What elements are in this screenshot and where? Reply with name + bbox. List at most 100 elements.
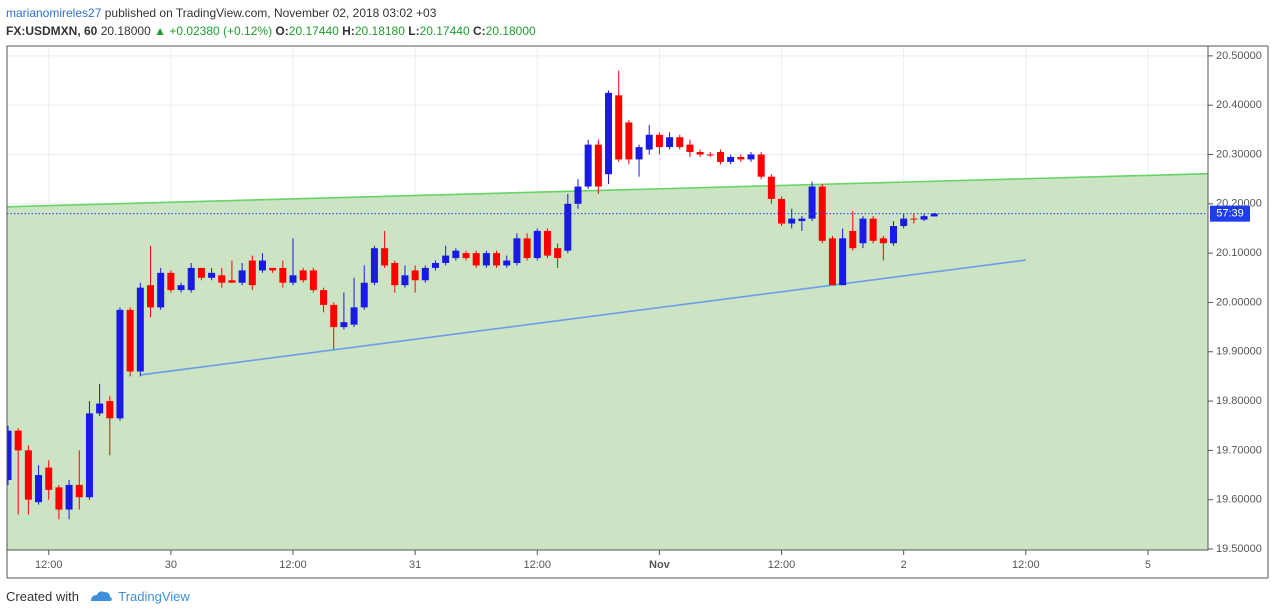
x-tick-label: 12:00 (35, 559, 63, 571)
candle-body (910, 218, 918, 220)
user[interactable]: marianomireles27 (6, 6, 102, 20)
candle-body (299, 270, 307, 281)
candle-body (920, 216, 928, 220)
candle-body (452, 250, 460, 259)
candle-body (106, 401, 114, 419)
candle-body (513, 238, 521, 263)
candle-body (228, 280, 236, 283)
candle-body (187, 267, 195, 291)
candle-body (666, 137, 674, 148)
candle-body (523, 238, 531, 259)
candle-body (472, 253, 480, 266)
y-tick-label: 20.50000 (1216, 50, 1262, 62)
price-label-box (1210, 205, 1250, 222)
candle-body (45, 467, 53, 490)
candle-body (177, 285, 185, 291)
candle-body (360, 282, 368, 308)
candle-body (645, 134, 653, 150)
footer: Created with TradingView (6, 587, 190, 604)
y-tick-label: 19.80000 (1216, 395, 1262, 407)
candle-body (767, 176, 775, 199)
candle-body (930, 213, 938, 217)
candle-body (167, 272, 175, 291)
candle-body (421, 267, 429, 281)
candle-body (879, 238, 887, 244)
candle-body (727, 156, 735, 162)
candle-body (635, 147, 643, 160)
x-tick-label: 2 (901, 559, 907, 571)
x-tick-label: 12:00 (279, 559, 307, 571)
candle-body (147, 285, 155, 308)
candle-body (85, 413, 93, 498)
candle-body (279, 267, 287, 283)
candle-body (218, 275, 226, 283)
x-tick-label: 12:00 (1012, 559, 1040, 571)
candle-body (788, 218, 796, 224)
candle-body (869, 218, 877, 241)
trend-line (140, 259, 1026, 376)
l-label: L: (408, 24, 420, 38)
published: published on TradingView.com, November 0… (104, 6, 437, 20)
header-line-1: marianomireles27 published on TradingVie… (6, 4, 536, 22)
candle-body (533, 230, 541, 259)
candle-body (35, 475, 43, 503)
y-tick-label: 20.40000 (1216, 99, 1262, 111)
candle-body (798, 218, 806, 222)
candle-body (411, 270, 419, 281)
candle-body (747, 154, 755, 160)
header: marianomireles27 published on TradingVie… (6, 4, 536, 40)
candle-body (401, 275, 409, 286)
candle-body (96, 403, 104, 414)
candle-body (75, 484, 83, 498)
candle-body (778, 198, 786, 224)
candle-body (391, 262, 399, 286)
candle-body (320, 290, 328, 305)
c-label: C: (472, 24, 486, 38)
candle-body (676, 137, 684, 148)
trend-fill (7, 173, 1208, 550)
candle-body (7, 430, 12, 480)
candle-body (543, 230, 551, 256)
candle-body (289, 275, 297, 283)
header-line-2: FX:USDMXN, 60 20.18000 ▲ +0.02380 (+0.12… (6, 22, 536, 40)
candle-body (330, 304, 338, 328)
x-tick-label: 5 (1145, 559, 1151, 571)
candle-body (24, 450, 32, 500)
candle-body (584, 144, 592, 187)
candle-body (116, 309, 124, 419)
candle-body (157, 272, 165, 308)
candle-body (615, 95, 623, 160)
o-value: 20.17440 (288, 24, 339, 38)
x-tick-label: 12:00 (524, 559, 552, 571)
c-value: 20.18000 (485, 24, 536, 38)
y-tick-label: 19.50000 (1216, 543, 1262, 555)
o-label: O: (275, 24, 289, 38)
candle-body (55, 487, 63, 510)
x-tick-label: 31 (409, 559, 421, 571)
candle-body (828, 238, 836, 286)
candle-body (208, 272, 216, 278)
candle-body (737, 156, 745, 160)
candle-body (839, 238, 847, 286)
y-tick-label: 20.00000 (1216, 296, 1262, 308)
candle-body (238, 270, 246, 283)
candle-body (594, 144, 602, 187)
candle-body (462, 253, 470, 259)
candle-body (574, 186, 582, 204)
candle-body (503, 260, 511, 266)
candle-body (14, 430, 22, 451)
candle-body (126, 309, 134, 372)
candle-body (370, 248, 378, 283)
candle-body (655, 134, 663, 148)
symbol: FX:USDMXN, 60 (6, 24, 98, 38)
candle-body (309, 270, 317, 291)
candle-body (65, 484, 73, 510)
y-tick-label: 19.60000 (1216, 494, 1262, 506)
candle-body (340, 322, 348, 328)
candle-body (248, 260, 256, 286)
candle-body (859, 218, 867, 244)
brand[interactable]: TradingView (118, 589, 190, 604)
candle-body (442, 255, 450, 263)
